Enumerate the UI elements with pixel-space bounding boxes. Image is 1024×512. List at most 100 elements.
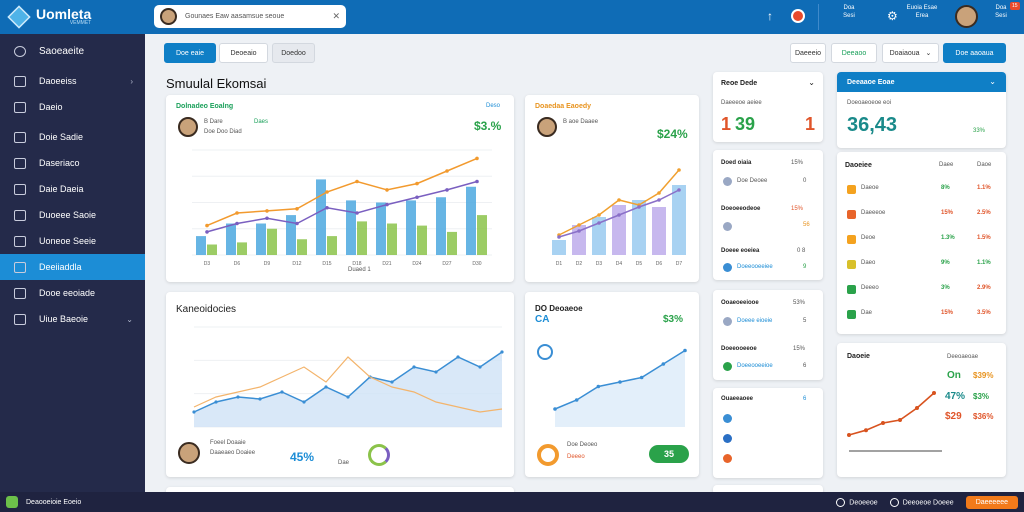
tab-third[interactable]: Doedoo	[272, 43, 315, 63]
card-tag: CA	[535, 314, 550, 325]
bar	[286, 215, 296, 255]
sidebar-item-3[interactable]: Daseriaco	[0, 150, 145, 176]
button-caption: Deeeo	[567, 454, 585, 460]
cube-icon	[7, 5, 31, 29]
list-value: 6	[803, 363, 807, 369]
table-row[interactable]: Daeeeoe 15% 2.5%	[837, 207, 1006, 227]
row-value: 9%	[941, 260, 950, 266]
series-line	[193, 356, 503, 413]
green-button[interactable]: Deeaoo	[831, 43, 877, 63]
line-point	[617, 198, 621, 202]
page-icon	[14, 157, 26, 169]
list-value: 9	[803, 264, 807, 270]
sidebar-item-7[interactable]: Deeiiaddla	[0, 254, 145, 280]
table-row[interactable]: Daeo 9% 1.1%	[837, 257, 1006, 277]
avatar	[537, 117, 557, 137]
chevron-down-icon[interactable]: ⌄	[989, 77, 996, 86]
list-value: 5	[803, 318, 807, 324]
series-line	[206, 157, 478, 227]
bottom-action-button[interactable]: Daeeeeee	[965, 495, 1018, 509]
app-logo[interactable]: Uomleta VEMMET	[0, 5, 145, 29]
line-point	[280, 390, 284, 394]
settings-icon[interactable]: ⚙	[887, 9, 898, 23]
folder-icon	[14, 101, 26, 113]
upload-icon[interactable]: ↑	[767, 9, 773, 23]
tick-label: D18	[352, 261, 361, 267]
card-title: Reoe Dede	[721, 80, 758, 87]
user-status[interactable]: Doa Sesi	[843, 5, 855, 19]
table-row[interactable]: Deeeo 3% 2.9%	[837, 282, 1006, 302]
sidebar-header[interactable]: Saoeaeite	[0, 34, 145, 68]
sidebar-item-5[interactable]: Duoeee Saoie	[0, 202, 145, 228]
line-point	[577, 229, 581, 233]
table-row[interactable]: Deoe 1.3% 1.5%	[837, 232, 1006, 252]
tick-label: D27	[442, 261, 451, 267]
chevron-down-icon: ⌄	[925, 50, 932, 57]
line-point	[478, 365, 482, 369]
status-text: Deaooeioie Eoeio	[26, 498, 82, 506]
bottom-link-1[interactable]: Deoeeoe	[836, 497, 878, 507]
primary-button[interactable]: Doe aaoaua	[943, 43, 1006, 63]
bar	[346, 200, 356, 255]
tab-second[interactable]: Deoeaio	[219, 43, 268, 63]
chart-icon	[14, 235, 26, 247]
filter-button[interactable]: Daeeeio	[790, 43, 826, 63]
chevron-down-icon[interactable]: ⌄	[808, 78, 815, 87]
legend-value-2: $3%	[973, 392, 990, 401]
list-label: Doeee eoeiea	[721, 248, 760, 254]
bar	[226, 223, 236, 255]
percent-value: $3.%	[474, 119, 502, 133]
dropdown-button[interactable]: Doaiaoua ⌄	[882, 43, 939, 63]
row-label: Daeo	[861, 260, 876, 266]
sidebar-item-2[interactable]: Doie Sadie	[0, 124, 145, 150]
tab-overview[interactable]: Doe eaie	[164, 43, 216, 63]
tick-label: D3	[204, 261, 211, 267]
tick-label: D21	[382, 261, 391, 267]
profile-avatar[interactable]	[955, 5, 978, 28]
sidebar-item-1[interactable]: Daeio	[0, 94, 145, 120]
percent-value: $3%	[663, 314, 684, 325]
sidebar-item-9[interactable]: Uiue Baeoie ⌄	[0, 306, 145, 332]
row-value: 1.1%	[977, 185, 991, 191]
search-bar[interactable]: Gounaes Eaw aasamsue seoue ✕	[154, 5, 346, 28]
stats-big-value: 36,43	[847, 114, 898, 136]
line-point	[235, 221, 239, 226]
row-value: 8%	[941, 185, 950, 191]
list-value: 56	[803, 222, 810, 228]
notifications[interactable]: Euoia Esae Erea	[906, 5, 938, 19]
close-icon[interactable]: ✕	[332, 11, 340, 21]
dashboard-icon	[14, 261, 26, 273]
sidebar-item-4[interactable]: Daie Daeia	[0, 176, 145, 202]
sidebar-item-6[interactable]: Uoneoe Seeie	[0, 228, 145, 254]
line-point	[683, 348, 687, 353]
person-subtitle: Doe Doo Diad	[204, 129, 242, 135]
search-input[interactable]: Gounaes Eaw aasamsue seoue	[185, 13, 285, 20]
table-row[interactable]: Dae 15% 3.5%	[837, 307, 1006, 327]
sidebar-item-8[interactable]: Dooe eeoiade	[0, 280, 145, 306]
table-row[interactable]: Daeoe 8% 1.1%	[837, 182, 1006, 202]
bar	[357, 221, 367, 255]
line-point	[661, 362, 666, 366]
menu-icon	[14, 75, 26, 87]
record-icon[interactable]	[791, 9, 805, 23]
bottom-link-2[interactable]: Deeoeoe Doeee	[889, 497, 954, 507]
line-point	[915, 406, 919, 410]
stats-pct: 33%	[973, 128, 986, 134]
circle-icon	[537, 344, 553, 360]
line-point	[456, 355, 460, 359]
profile-name[interactable]: Doa Sesi	[995, 5, 1007, 19]
line-point	[355, 211, 359, 215]
status-dot	[723, 414, 732, 423]
person-name: B aoe Daaee	[563, 119, 599, 125]
sidebar-item-0[interactable]: Daoeeiss ›	[0, 68, 145, 94]
person-subtitle: Daaeaeo Doaiee	[210, 450, 256, 456]
trend-line-chart	[847, 391, 942, 452]
line-point	[295, 221, 299, 226]
status-pill[interactable]: 35	[649, 445, 689, 463]
small-label: Dae	[338, 460, 350, 466]
bar	[316, 179, 326, 255]
list-label: Doeee eioeie	[737, 318, 773, 324]
status-dot	[723, 434, 732, 443]
row-icon	[847, 185, 856, 194]
chart-card-1: Dolnadeo Eoalng Deso B Dare Daes Doe Doo…	[166, 95, 514, 282]
